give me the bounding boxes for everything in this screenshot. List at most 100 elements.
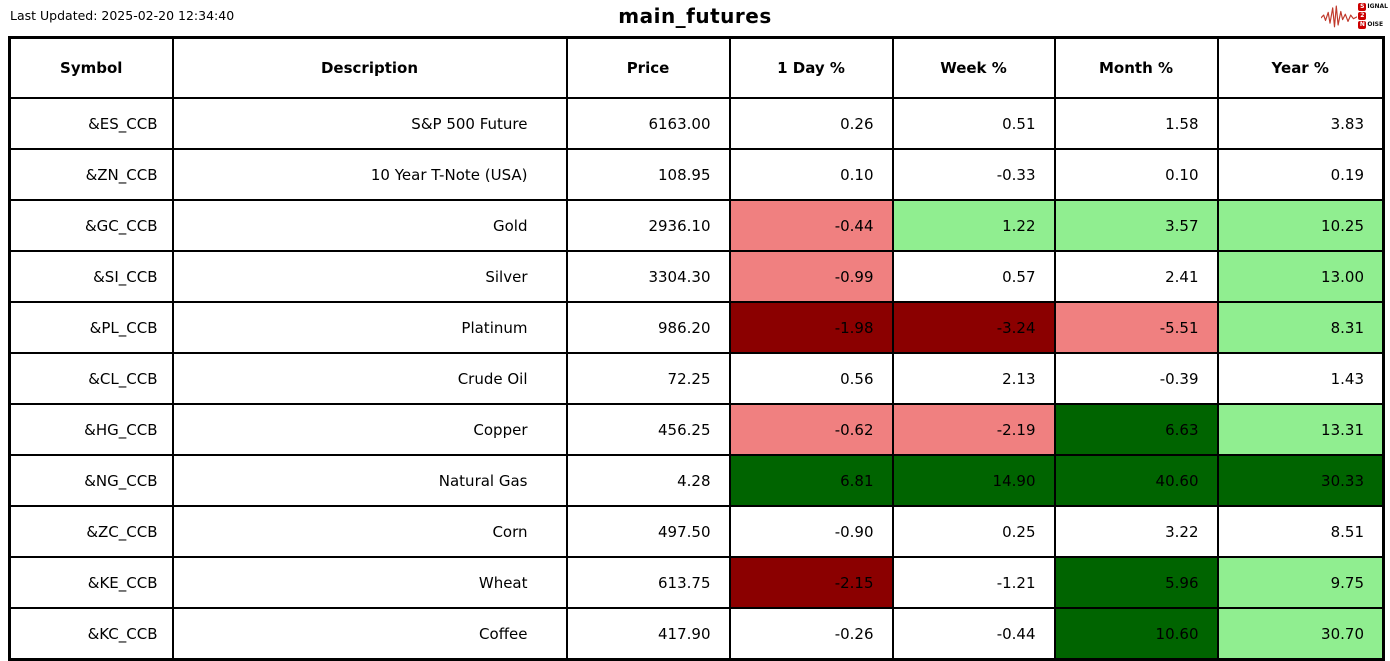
table-row: &KC_CCB Coffee 417.90 -0.26 -0.44 10.60 30.70 (8, 607, 1385, 661)
cell-month: 3.22 (1053, 505, 1219, 558)
cell-year: 8.31 (1216, 301, 1385, 354)
cell-description: Coffee (171, 607, 568, 661)
logo-line-2: 2 (1358, 12, 1388, 20)
cell-year: 30.33 (1216, 454, 1385, 507)
cell-week: 1.22 (891, 199, 1056, 252)
cell-description: S&P 500 Future (171, 97, 568, 150)
cell-week: 0.51 (891, 97, 1056, 150)
cell-description: Wheat (171, 556, 568, 609)
cell-description: Crude Oil (171, 352, 568, 405)
column-header-year-pct: Year % (1216, 36, 1385, 99)
cell-day: 0.26 (728, 97, 894, 150)
table-row: &PL_CCB Platinum 986.20 -1.98 -3.24 -5.51 8.31 (8, 301, 1385, 354)
cell-description: Corn (171, 505, 568, 558)
cell-month: 2.41 (1053, 250, 1219, 303)
logo-badge-n: N (1358, 21, 1367, 29)
last-updated-text: Last Updated: 2025-02-20 12:34:40 (10, 8, 235, 23)
cell-week: -3.24 (891, 301, 1056, 354)
futures-table-body: &ES_CCB S&P 500 Future 6163.00 0.26 0.51 1.58… (8, 97, 1385, 661)
cell-symbol: &ZC_CCB (8, 505, 174, 558)
cell-month: 5.96 (1053, 556, 1219, 609)
table-row: &ZC_CCB Corn 497.50 -0.90 0.25 3.22 8.51 (8, 505, 1385, 558)
cell-day: -2.15 (728, 556, 894, 609)
cell-price: 417.90 (565, 607, 731, 661)
cell-description: Natural Gas (171, 454, 568, 507)
table-row: &HG_CCB Copper 456.25 -0.62 -2.19 6.63 13.31 (8, 403, 1385, 456)
cell-price: 72.25 (565, 352, 731, 405)
column-header-symbol: Symbol (8, 36, 174, 99)
cell-symbol: &KE_CCB (8, 556, 174, 609)
logo-rest-ignal: IGNAL (1367, 3, 1388, 10)
cell-day: -1.98 (728, 301, 894, 354)
logo-badge-s: S (1358, 3, 1367, 11)
cell-symbol: &CL_CCB (8, 352, 174, 405)
cell-symbol: &HG_CCB (8, 403, 174, 456)
futures-table: Symbol Description Price 1 Day % Week % … (8, 36, 1385, 661)
cell-month: 0.10 (1053, 148, 1219, 201)
waveform-icon (1321, 5, 1358, 28)
cell-day: -0.90 (728, 505, 894, 558)
cell-price: 2936.10 (565, 199, 731, 252)
cell-symbol: &NG_CCB (8, 454, 174, 507)
cell-month: 1.58 (1053, 97, 1219, 150)
cell-month: 10.60 (1053, 607, 1219, 661)
logo-line-noise: N OISE (1358, 21, 1388, 29)
cell-month: -5.51 (1053, 301, 1219, 354)
cell-day: -0.62 (728, 403, 894, 456)
cell-description: Platinum (171, 301, 568, 354)
table-row: &SI_CCB Silver 3304.30 -0.99 0.57 2.41 13.00 (8, 250, 1385, 303)
cell-year: 8.51 (1216, 505, 1385, 558)
cell-week: -0.44 (891, 607, 1056, 661)
cell-symbol: &PL_CCB (8, 301, 174, 354)
column-header-week-pct: Week % (891, 36, 1056, 99)
table-row: &ES_CCB S&P 500 Future 6163.00 0.26 0.51 1.58… (8, 97, 1385, 150)
signal2noise-logo: S IGNAL 2 N OISE (1321, 3, 1388, 29)
table-row: &NG_CCB Natural Gas 4.28 6.81 14.90 40.60 30.3… (8, 454, 1385, 507)
cell-day: 0.56 (728, 352, 894, 405)
cell-description: Silver (171, 250, 568, 303)
cell-price: 456.25 (565, 403, 731, 456)
cell-month: 40.60 (1053, 454, 1219, 507)
cell-day: 6.81 (728, 454, 894, 507)
cell-month: -0.39 (1053, 352, 1219, 405)
cell-year: 3.83 (1216, 97, 1385, 150)
cell-month: 6.63 (1053, 403, 1219, 456)
cell-symbol: &GC_CCB (8, 199, 174, 252)
column-header-description: Description (171, 36, 568, 99)
cell-week: 14.90 (891, 454, 1056, 507)
cell-year: 13.31 (1216, 403, 1385, 456)
cell-price: 6163.00 (565, 97, 731, 150)
table-row: &GC_CCB Gold 2936.10 -0.44 1.22 3.57 10.25 (8, 199, 1385, 252)
logo-text: S IGNAL 2 N OISE (1358, 3, 1388, 29)
cell-year: 13.00 (1216, 250, 1385, 303)
cell-description: Gold (171, 199, 568, 252)
table-header: Symbol Description Price 1 Day % Week % … (8, 36, 1385, 99)
cell-day: -0.44 (728, 199, 894, 252)
column-header-price: Price (565, 36, 731, 99)
cell-symbol: &KC_CCB (8, 607, 174, 661)
cell-price: 613.75 (565, 556, 731, 609)
cell-price: 4.28 (565, 454, 731, 507)
cell-description: Copper (171, 403, 568, 456)
cell-year: 10.25 (1216, 199, 1385, 252)
table-row: &CL_CCB Crude Oil 72.25 0.56 2.13 -0.39 1.43 (8, 352, 1385, 405)
cell-week: 2.13 (891, 352, 1056, 405)
cell-description: 10 Year T-Note (USA) (171, 148, 568, 201)
cell-week: 0.25 (891, 505, 1056, 558)
cell-week: -0.33 (891, 148, 1056, 201)
cell-month: 3.57 (1053, 199, 1219, 252)
logo-badge-2: 2 (1358, 12, 1367, 20)
cell-year: 30.70 (1216, 607, 1385, 661)
logo-line-signal: S IGNAL (1358, 3, 1388, 11)
cell-symbol: &ZN_CCB (8, 148, 174, 201)
cell-price: 108.95 (565, 148, 731, 201)
cell-day: -0.26 (728, 607, 894, 661)
cell-year: 1.43 (1216, 352, 1385, 405)
cell-day: 0.10 (728, 148, 894, 201)
cell-price: 986.20 (565, 301, 731, 354)
cell-year: 0.19 (1216, 148, 1385, 201)
column-header-month-pct: Month % (1053, 36, 1219, 99)
cell-day: -0.99 (728, 250, 894, 303)
logo-rest-oise: OISE (1367, 21, 1384, 28)
cell-week: -2.19 (891, 403, 1056, 456)
